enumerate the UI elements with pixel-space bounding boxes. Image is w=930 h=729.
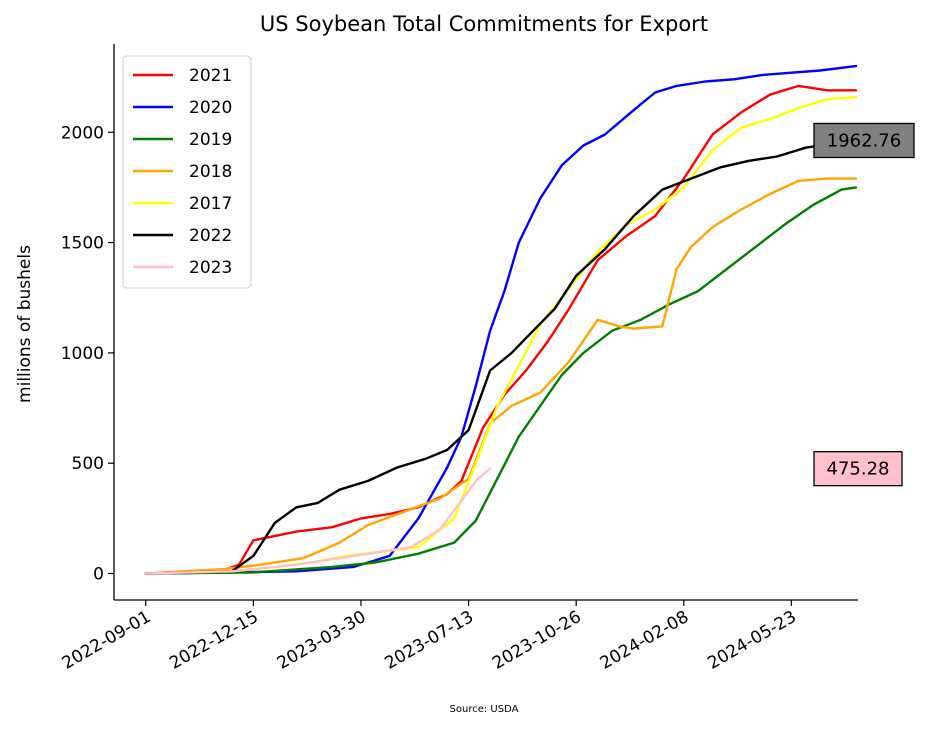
annotation-value: 1962.76 <box>827 130 901 151</box>
legend-item-2021: 2021 <box>133 66 232 86</box>
series-line-2023 <box>144 467 492 575</box>
legend-item-2023: 2023 <box>133 258 232 278</box>
y-axis-label: millions of bushels <box>15 245 35 403</box>
y-tick-label: 0 <box>93 565 104 585</box>
series-line-2020 <box>144 64 858 575</box>
series-line-2019 <box>144 186 858 575</box>
annotation-layer: 1962.76 475.28 <box>813 122 915 487</box>
annotation-2022: 1962.76 <box>813 122 915 159</box>
legend-item-2022: 2022 <box>133 226 232 246</box>
y-tick-label: 1500 <box>61 234 104 254</box>
legend-label: 2022 <box>189 226 232 246</box>
y-tick-label: 500 <box>72 454 104 474</box>
legend-item-2019: 2019 <box>133 130 232 150</box>
annotation-value: 475.28 <box>827 459 890 480</box>
x-tick-label: 2024-05-23 <box>704 607 800 674</box>
x-tick-label: 2023-10-26 <box>489 607 585 674</box>
x-tick-label: 2024-02-08 <box>597 607 693 674</box>
series-line-2021 <box>144 84 858 575</box>
y-tick-label: 1000 <box>61 344 104 364</box>
legend: 2021 2020 2019 2018 2017 2022 2023 <box>122 55 252 289</box>
legend-label: 2019 <box>189 130 232 150</box>
legend-label: 2023 <box>189 258 232 278</box>
chart-title: US Soybean Total Commitments for Export <box>260 12 708 36</box>
legend-item-2017: 2017 <box>133 194 232 214</box>
series-layer <box>144 64 858 575</box>
annotation-box <box>813 122 915 159</box>
source-note: Source: USDA <box>450 704 519 715</box>
annotation-box <box>813 451 903 487</box>
legend-label: 2017 <box>189 194 232 214</box>
legend-box <box>122 55 252 289</box>
annotation-2023: 475.28 <box>813 451 903 487</box>
series-line-2018 <box>144 177 858 575</box>
x-tick-label: 2022-12-15 <box>166 607 262 674</box>
legend-label: 2021 <box>189 66 232 86</box>
legend-label: 2018 <box>189 162 232 182</box>
series-line-2022 <box>144 139 858 575</box>
legend-label: 2020 <box>189 98 232 118</box>
x-tick-label: 2023-03-30 <box>274 607 370 674</box>
x-tick-label: 2022-09-01 <box>59 607 155 674</box>
x-tick-label: 2023-07-13 <box>382 607 478 674</box>
legend-item-2018: 2018 <box>133 162 232 182</box>
series-line-2017 <box>144 95 858 575</box>
legend-item-2020: 2020 <box>133 98 232 118</box>
y-tick-label: 2000 <box>61 123 104 143</box>
